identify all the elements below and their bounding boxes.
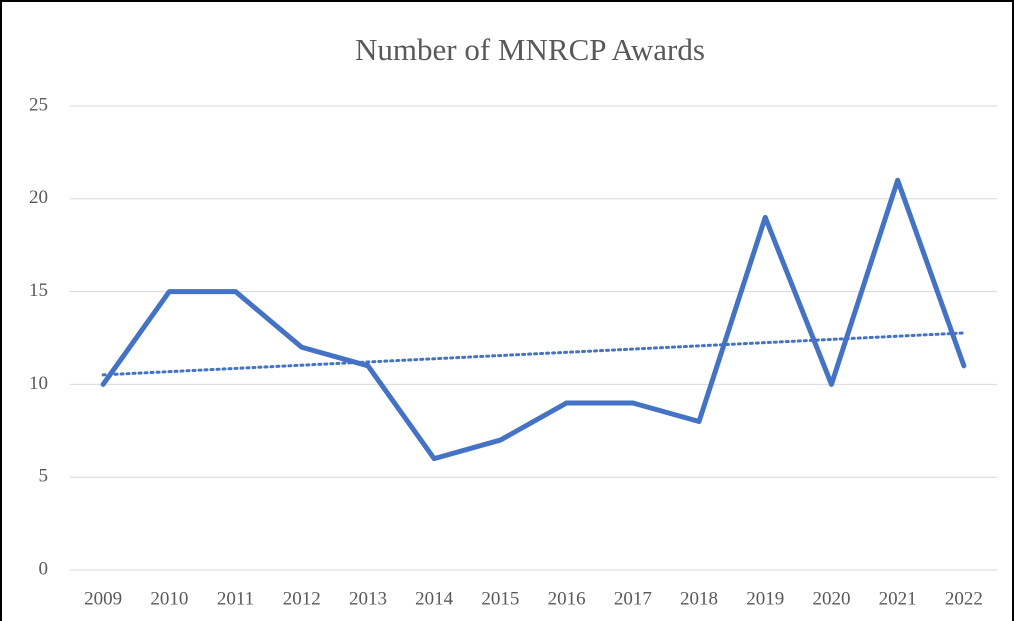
x-tick-label: 2013: [349, 588, 387, 609]
x-tick-label: 2017: [614, 588, 652, 609]
x-tick-label: 2011: [217, 588, 254, 609]
x-tick-label: 2014: [415, 588, 454, 609]
x-tick-label: 2009: [84, 588, 122, 609]
x-tick-label: 2010: [150, 588, 188, 609]
data-line: [100, 177, 967, 462]
x-tick-label: 2016: [548, 588, 586, 609]
y-tick-label: 15: [29, 280, 48, 301]
chart-title: Number of MNRCP Awards: [355, 32, 705, 67]
x-tick-label: 2022: [945, 588, 983, 609]
y-tick-label: 5: [39, 466, 49, 487]
x-tick-label: 2015: [481, 588, 519, 609]
x-tick-label: 2019: [746, 588, 784, 609]
y-tick-label: 20: [29, 187, 48, 208]
y-tick-label: 25: [29, 94, 48, 115]
y-tick-label: 10: [29, 373, 48, 394]
x-tick-label: 2018: [680, 588, 718, 609]
x-tick-label: 2021: [879, 588, 917, 609]
trendline: [101, 331, 966, 377]
y-tick-label: 0: [39, 558, 49, 579]
x-tick-label: 2012: [283, 588, 321, 609]
x-tick-label: 2020: [812, 588, 850, 609]
